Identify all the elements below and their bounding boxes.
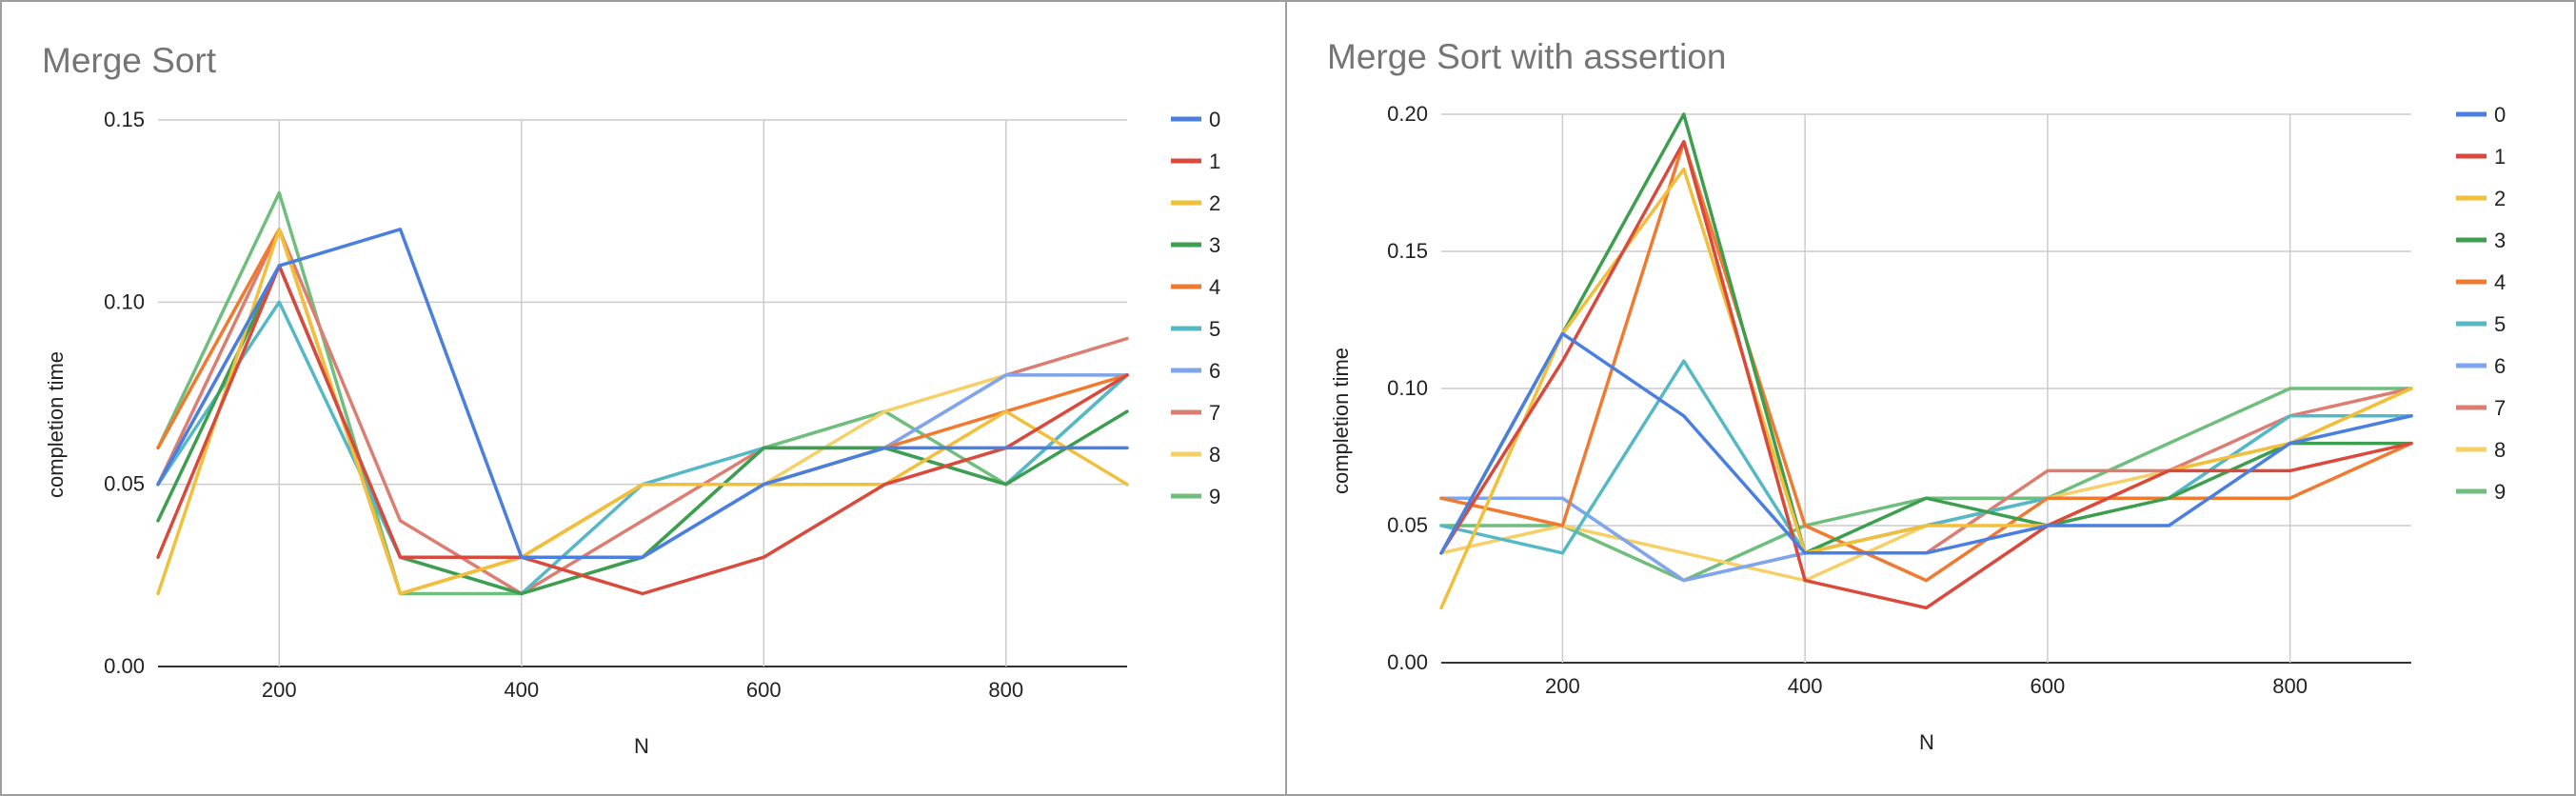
legend-label-0: 0 <box>1209 108 1220 131</box>
legend-label-4: 4 <box>1209 275 1220 299</box>
chart-panel-merge-sort: Merge Sort N completion time 200 400 600 80… <box>0 0 1287 796</box>
x-tick-label: 600 <box>2031 674 2066 698</box>
legend-label-6: 6 <box>2494 354 2506 378</box>
series-line-0 <box>156 228 1129 559</box>
series-line-7 <box>156 228 1129 596</box>
y-tick-label: 0.05 <box>1387 513 1428 537</box>
legend-label-9: 9 <box>2494 480 2506 504</box>
legend-label-3: 3 <box>2494 229 2506 252</box>
y-axis-label: completion time <box>1329 348 1353 494</box>
series-line-1 <box>156 264 1129 596</box>
x-tick-label: 400 <box>1788 674 1823 698</box>
y-tick-label: 0.00 <box>1387 650 1428 674</box>
legend-label-7: 7 <box>1209 401 1220 425</box>
series-line-3 <box>1439 112 2413 555</box>
legend-label-1: 1 <box>1209 149 1220 173</box>
x-axis-label: N <box>1919 730 1934 754</box>
y-tick-labels: 0.00 0.05 0.10 0.15 0.20 <box>1387 102 1428 674</box>
legend-label-5: 5 <box>1209 317 1220 341</box>
legend-label-0: 0 <box>2494 103 2506 127</box>
y-tick-label: 0.10 <box>1387 376 1428 400</box>
chart-svg: Merge Sort with assertion N completion t… <box>1327 37 2506 754</box>
y-tick-label: 0.15 <box>104 108 145 131</box>
y-tick-label: 0.05 <box>104 472 145 496</box>
series-line-2 <box>156 228 1129 596</box>
legend: 0 1 2 3 4 5 6 7 8 9 <box>1171 108 1220 508</box>
y-tick-label: 0.00 <box>104 654 145 678</box>
x-tick-label: 400 <box>504 678 539 702</box>
y-axis-label: completion time <box>44 351 68 498</box>
y-tick-label: 0.15 <box>1387 239 1428 263</box>
x-tick-label: 800 <box>988 678 1023 702</box>
legend-label-8: 8 <box>2494 438 2506 462</box>
legend-label-2: 2 <box>2494 187 2506 210</box>
x-tick-labels: 200 400 600 800 <box>1545 674 2308 698</box>
series-lines <box>1439 112 2413 610</box>
series-lines <box>156 190 1129 596</box>
legend-label-6: 6 <box>1209 359 1220 383</box>
legend-label-1: 1 <box>2494 145 2506 169</box>
legend-label-8: 8 <box>1209 443 1220 467</box>
series-line-2 <box>1439 167 2413 610</box>
legend-label-7: 7 <box>2494 396 2506 420</box>
series-line-3 <box>156 264 1129 596</box>
x-tick-label: 200 <box>262 678 297 702</box>
chart-panel-merge-sort-with-assertion: Merge Sort with assertion N completion t… <box>1287 0 2576 796</box>
legend-label-5: 5 <box>2494 312 2506 336</box>
series-line-6 <box>156 264 1129 559</box>
series-line-4 <box>1439 140 2413 583</box>
grid-lines <box>158 119 1127 667</box>
y-tick-labels: 0.00 0.05 0.10 0.15 <box>104 108 145 678</box>
legend-label-4: 4 <box>2494 270 2506 294</box>
x-tick-labels: 200 400 600 800 <box>262 678 1023 702</box>
x-axis-label: N <box>634 734 649 758</box>
y-tick-label: 0.20 <box>1387 102 1428 126</box>
series-line-0 <box>1439 331 2413 555</box>
x-tick-label: 800 <box>2272 674 2308 698</box>
chart-title: Merge Sort <box>42 41 217 80</box>
x-tick-label: 600 <box>746 678 782 702</box>
chart-title: Merge Sort with assertion <box>1327 37 1727 76</box>
legend-label-3: 3 <box>1209 233 1220 257</box>
legend: 0 1 2 3 4 5 6 7 8 9 <box>2456 103 2506 504</box>
y-tick-label: 0.10 <box>104 289 145 313</box>
x-tick-label: 200 <box>1545 674 1580 698</box>
legend-label-9: 9 <box>1209 485 1220 508</box>
series-line-9 <box>156 190 1129 596</box>
chart-svg: Merge Sort N completion time 200 400 600 80… <box>42 41 1220 758</box>
legend-label-2: 2 <box>1209 191 1220 215</box>
